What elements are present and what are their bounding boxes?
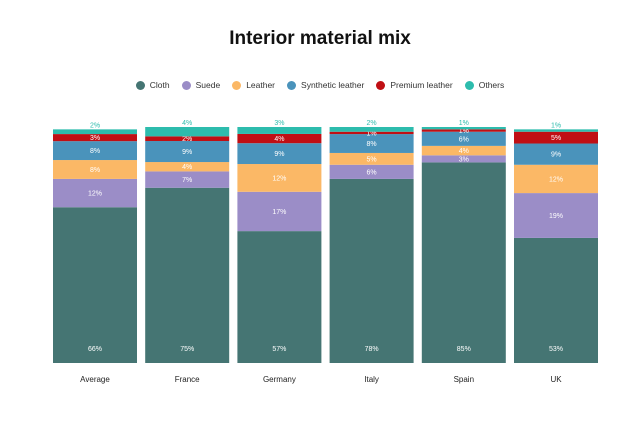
legend-label: Synthetic leather — [301, 80, 365, 90]
legend-item-cloth: Cloth — [135, 80, 170, 90]
bar-segment-average-synthetic-leather — [53, 141, 137, 161]
data-label-germany-premium-leather: 4% — [274, 136, 284, 143]
data-label-average-premium-leather: 3% — [90, 135, 100, 142]
chart-legend: Cloth Suede Leather Synthetic leather Premiu… — [0, 80, 640, 90]
legend-item-leather: Leather — [232, 80, 275, 90]
category-label-uk: UK — [550, 375, 562, 384]
data-label-uk-suede: 19% — [549, 213, 563, 220]
legend-swatch — [376, 80, 386, 90]
data-label-italy-premium-leather: 1% — [367, 130, 377, 137]
chart-title: Interior material mix — [229, 28, 411, 49]
bar-segment-spain-suede — [421, 155, 506, 163]
data-label-france-premium-leather: 2% — [182, 136, 192, 143]
legend-label: Leather — [246, 80, 276, 90]
data-label-france-suede: 7% — [182, 177, 192, 184]
data-label-spain-others: 1% — [459, 120, 469, 127]
bar-segment-uk-premium-leather — [514, 131, 598, 144]
data-label-uk-synthetic-leather: 9% — [551, 152, 561, 159]
legend-swatch — [135, 80, 145, 90]
bar-segment-uk-cloth — [514, 237, 598, 363]
data-label-italy-synthetic-leather: 8% — [367, 141, 377, 148]
bar-segment-france-cloth — [145, 187, 230, 363]
legend-item-others: Others — [464, 80, 505, 90]
category-label-germany: Germany — [263, 375, 296, 384]
data-label-average-cloth: 66% — [88, 346, 102, 353]
bar-segment-spain-synthetic-leather — [421, 131, 506, 146]
data-label-spain-premium-leather: 1% — [459, 128, 469, 135]
bar-segment-germany-suede — [237, 191, 322, 232]
data-label-germany-synthetic-leather: 9% — [274, 151, 284, 158]
bar-segment-spain-others — [421, 127, 506, 130]
category-label-italy: Italy — [364, 375, 379, 384]
bar-segment-germany-premium-leather — [237, 133, 322, 144]
data-label-average-suede: 12% — [88, 191, 102, 198]
bar-segment-average-others — [53, 129, 137, 135]
bar-segment-uk-synthetic-leather — [514, 143, 598, 165]
legend-label: Suede — [195, 80, 221, 90]
legend-swatch — [464, 80, 474, 90]
legend-swatch — [232, 80, 242, 90]
data-label-france-leather: 4% — [182, 164, 192, 171]
data-label-germany-leather: 12% — [272, 175, 286, 182]
bar-segment-france-synthetic-leather — [145, 141, 230, 163]
data-label-germany-others: 3% — [274, 120, 284, 127]
bar-segment-germany-synthetic-leather — [237, 143, 322, 165]
data-label-france-cloth: 75% — [180, 346, 194, 353]
legend-swatch — [181, 80, 191, 90]
legend-swatch — [287, 80, 297, 90]
data-label-italy-cloth: 78% — [365, 346, 379, 353]
bar-segment-average-suede — [53, 178, 137, 208]
bar-segment-france-others — [145, 127, 230, 137]
category-label-average: Average — [80, 375, 110, 384]
legend-label: Premium leather — [390, 80, 453, 90]
bar-segment-italy-synthetic-leather — [329, 134, 414, 153]
data-label-average-others: 2% — [90, 122, 100, 129]
bar-segment-spain-leather — [421, 145, 506, 156]
legend-item-synthetic-leather: Synthetic leather — [287, 80, 364, 90]
data-label-france-synthetic-leather: 9% — [182, 149, 192, 156]
data-label-italy-leather: 5% — [367, 156, 377, 163]
legend-label: Others — [478, 80, 505, 90]
data-label-average-leather: 8% — [90, 167, 100, 174]
data-label-germany-suede: 17% — [272, 209, 286, 216]
data-label-spain-cloth: 85% — [457, 346, 471, 353]
category-label-spain: Spain — [454, 375, 474, 384]
bar-segment-average-leather — [53, 160, 137, 179]
bar-segment-germany-leather — [237, 164, 322, 192]
data-label-france-others: 4% — [182, 120, 192, 127]
category-label-france: France — [175, 375, 200, 384]
bar-segment-italy-leather — [329, 152, 414, 165]
bar-segment-france-premium-leather — [145, 136, 230, 142]
data-label-italy-others: 2% — [367, 120, 377, 127]
bar-segment-average-cloth — [53, 207, 137, 363]
bar-segment-italy-suede — [329, 164, 414, 179]
data-label-spain-suede: 3% — [459, 156, 469, 163]
legend-item-premium-leather: Premium leather — [376, 80, 453, 90]
data-label-average-synthetic-leather: 8% — [90, 148, 100, 155]
bar-segment-germany-others — [237, 127, 322, 134]
data-label-italy-suede: 6% — [367, 169, 377, 176]
data-label-germany-cloth: 57% — [272, 346, 286, 353]
legend-label: Cloth — [149, 80, 170, 90]
bar-segment-germany-cloth — [237, 231, 322, 363]
bar-segment-uk-suede — [514, 193, 598, 238]
legend-item-suede: Suede — [181, 80, 221, 90]
data-label-uk-premium-leather: 5% — [551, 135, 561, 142]
bar-segment-average-premium-leather — [53, 134, 137, 142]
data-label-uk-others: 1% — [551, 122, 561, 129]
bar-segment-italy-cloth — [329, 178, 414, 363]
bar-segment-france-leather — [145, 162, 230, 172]
data-label-uk-leather: 12% — [549, 176, 563, 183]
bar-segment-spain-premium-leather — [421, 129, 506, 132]
bar-segment-uk-others — [514, 129, 598, 132]
bar-segment-uk-leather — [514, 164, 598, 194]
bar-segment-spain-cloth — [421, 162, 506, 363]
data-label-spain-synthetic-leather: 6% — [459, 136, 469, 143]
data-label-spain-leather: 4% — [459, 148, 469, 155]
data-label-uk-cloth: 53% — [549, 346, 563, 353]
bar-segment-italy-premium-leather — [329, 131, 414, 135]
bar-segment-france-suede — [145, 171, 230, 188]
bar-segment-italy-others — [329, 127, 414, 132]
